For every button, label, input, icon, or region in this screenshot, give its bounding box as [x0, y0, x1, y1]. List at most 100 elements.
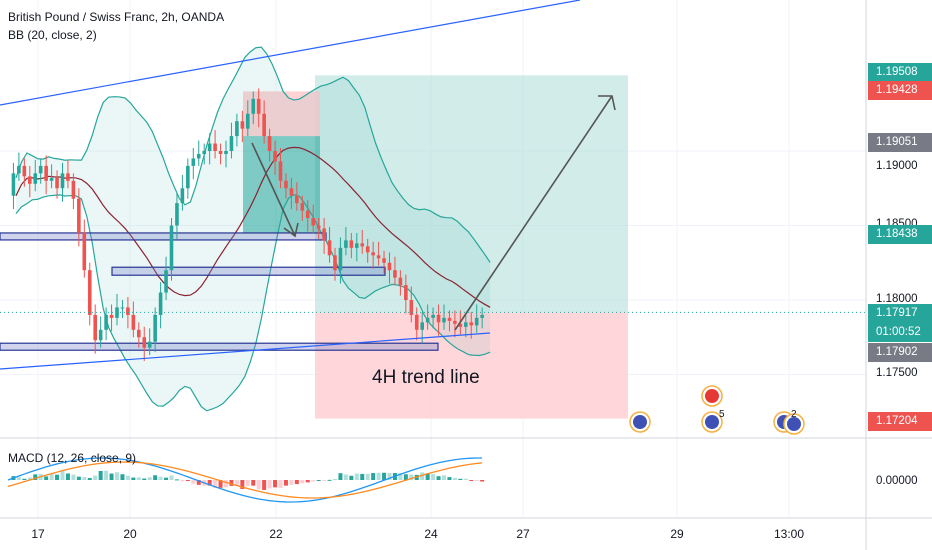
- macd-histogram-bar: [82, 477, 87, 480]
- macd-histogram-bar: [234, 480, 239, 486]
- macd-histogram-bar: [120, 474, 125, 480]
- candle-body: [360, 243, 365, 247]
- candle-body: [349, 240, 354, 248]
- macd-histogram-bar: [251, 480, 256, 486]
- candle-body: [224, 151, 228, 154]
- macd-histogram-bar: [294, 480, 299, 485]
- candle-body: [153, 314, 157, 342]
- macd-histogram-bar: [311, 480, 316, 482]
- candle-body: [137, 329, 141, 338]
- macd-histogram-bar: [327, 479, 332, 481]
- macd-histogram-bar: [283, 480, 288, 486]
- macd-histogram-bar: [55, 474, 60, 480]
- candle-body: [295, 195, 299, 204]
- candle-body: [344, 240, 348, 248]
- macd-histogram-bar: [27, 477, 32, 480]
- macd-histogram-bar: [196, 480, 201, 485]
- macd-histogram-bar: [360, 473, 365, 480]
- candle-body: [376, 255, 381, 259]
- candle-body: [447, 317, 452, 321]
- candle-body: [93, 314, 97, 341]
- drawing-lines: [0, 0, 866, 370]
- candle-body: [66, 173, 70, 181]
- candle-body: [60, 173, 65, 189]
- uk-flag-icon-fill: [787, 417, 801, 431]
- macd-histogram-bar: [262, 480, 267, 490]
- candle-body: [44, 165, 48, 181]
- support-box: [0, 232, 327, 241]
- macd-histogram-bar: [365, 473, 370, 480]
- target-arrow: [454, 95, 613, 331]
- swiss-flag-icon-fill: [705, 389, 719, 403]
- macd-histogram-bar: [338, 473, 343, 480]
- macd-histogram-bar: [213, 480, 218, 489]
- axes: [866, 0, 932, 550]
- candle-body: [267, 136, 272, 151]
- candle-body: [474, 317, 479, 326]
- macd-histogram-bar: [289, 480, 294, 485]
- support-zones: [0, 232, 439, 351]
- macd-histogram-bar: [131, 477, 136, 480]
- macd-histogram-bar: [125, 475, 130, 480]
- macd-histogram-bar: [60, 470, 65, 480]
- candle-body: [49, 177, 54, 181]
- candle-body: [169, 225, 174, 271]
- macd-histogram-bar: [403, 474, 408, 480]
- macd-histogram-bar: [409, 474, 414, 480]
- macd-histogram-bar: [256, 480, 261, 490]
- candle-body: [196, 153, 201, 159]
- macd-histogram-bar: [109, 473, 114, 480]
- macd-line: [7, 457, 483, 503]
- macd-histogram-bar: [115, 472, 119, 480]
- candle-body: [207, 143, 212, 151]
- support-box: [0, 342, 439, 351]
- candle-body: [77, 198, 81, 233]
- candle-body: [213, 143, 217, 151]
- macd-histogram-bar: [447, 477, 452, 480]
- candle-body: [11, 173, 16, 196]
- candle-body: [322, 228, 326, 241]
- candle-body: [158, 292, 163, 315]
- candle-body: [28, 176, 32, 184]
- macd-histogram-bar: [164, 477, 169, 480]
- macd-histogram-bar: [354, 473, 359, 480]
- candle-body: [71, 180, 76, 199]
- candle-body: [289, 188, 294, 196]
- macd-histogram-bar: [398, 473, 403, 480]
- candle-body: [420, 322, 424, 330]
- candle-body: [442, 317, 446, 323]
- candle-body: [278, 161, 283, 181]
- candle-body: [147, 341, 152, 348]
- macd-histogram-bar: [229, 480, 234, 486]
- candle-body: [246, 113, 250, 129]
- macd-histogram-bar: [136, 477, 141, 480]
- candle-body: [38, 165, 43, 174]
- candle-body: [398, 277, 403, 286]
- macd-histogram-bar: [442, 475, 446, 480]
- candle-body: [180, 188, 185, 204]
- macd-histogram-bar: [376, 472, 381, 480]
- projection-arrowhead: [283, 222, 299, 238]
- macd-histogram-bar: [425, 473, 430, 480]
- target-arrowhead: [598, 95, 616, 111]
- macd-histogram-bar: [463, 478, 468, 480]
- upper-trend-line: [0, 0, 581, 106]
- macd-histogram-bar: [267, 480, 272, 489]
- support-box: [111, 266, 386, 276]
- candle-body: [229, 136, 234, 151]
- candle-body: [436, 314, 441, 323]
- candle-body: [469, 322, 474, 326]
- candle-body: [186, 165, 190, 189]
- macd-histogram-bar: [300, 480, 305, 484]
- macd-histogram-bar: [371, 473, 376, 480]
- candle-body: [365, 246, 370, 253]
- candle-body: [480, 314, 484, 318]
- candles: [11, 88, 484, 362]
- macd-histogram-bar: [224, 480, 228, 488]
- candle-body: [316, 225, 321, 229]
- economic-events[interactable]: [629, 385, 805, 435]
- candle-body: [273, 151, 277, 162]
- macd-histogram-bar: [104, 470, 109, 480]
- macd-histogram-bar: [322, 480, 327, 481]
